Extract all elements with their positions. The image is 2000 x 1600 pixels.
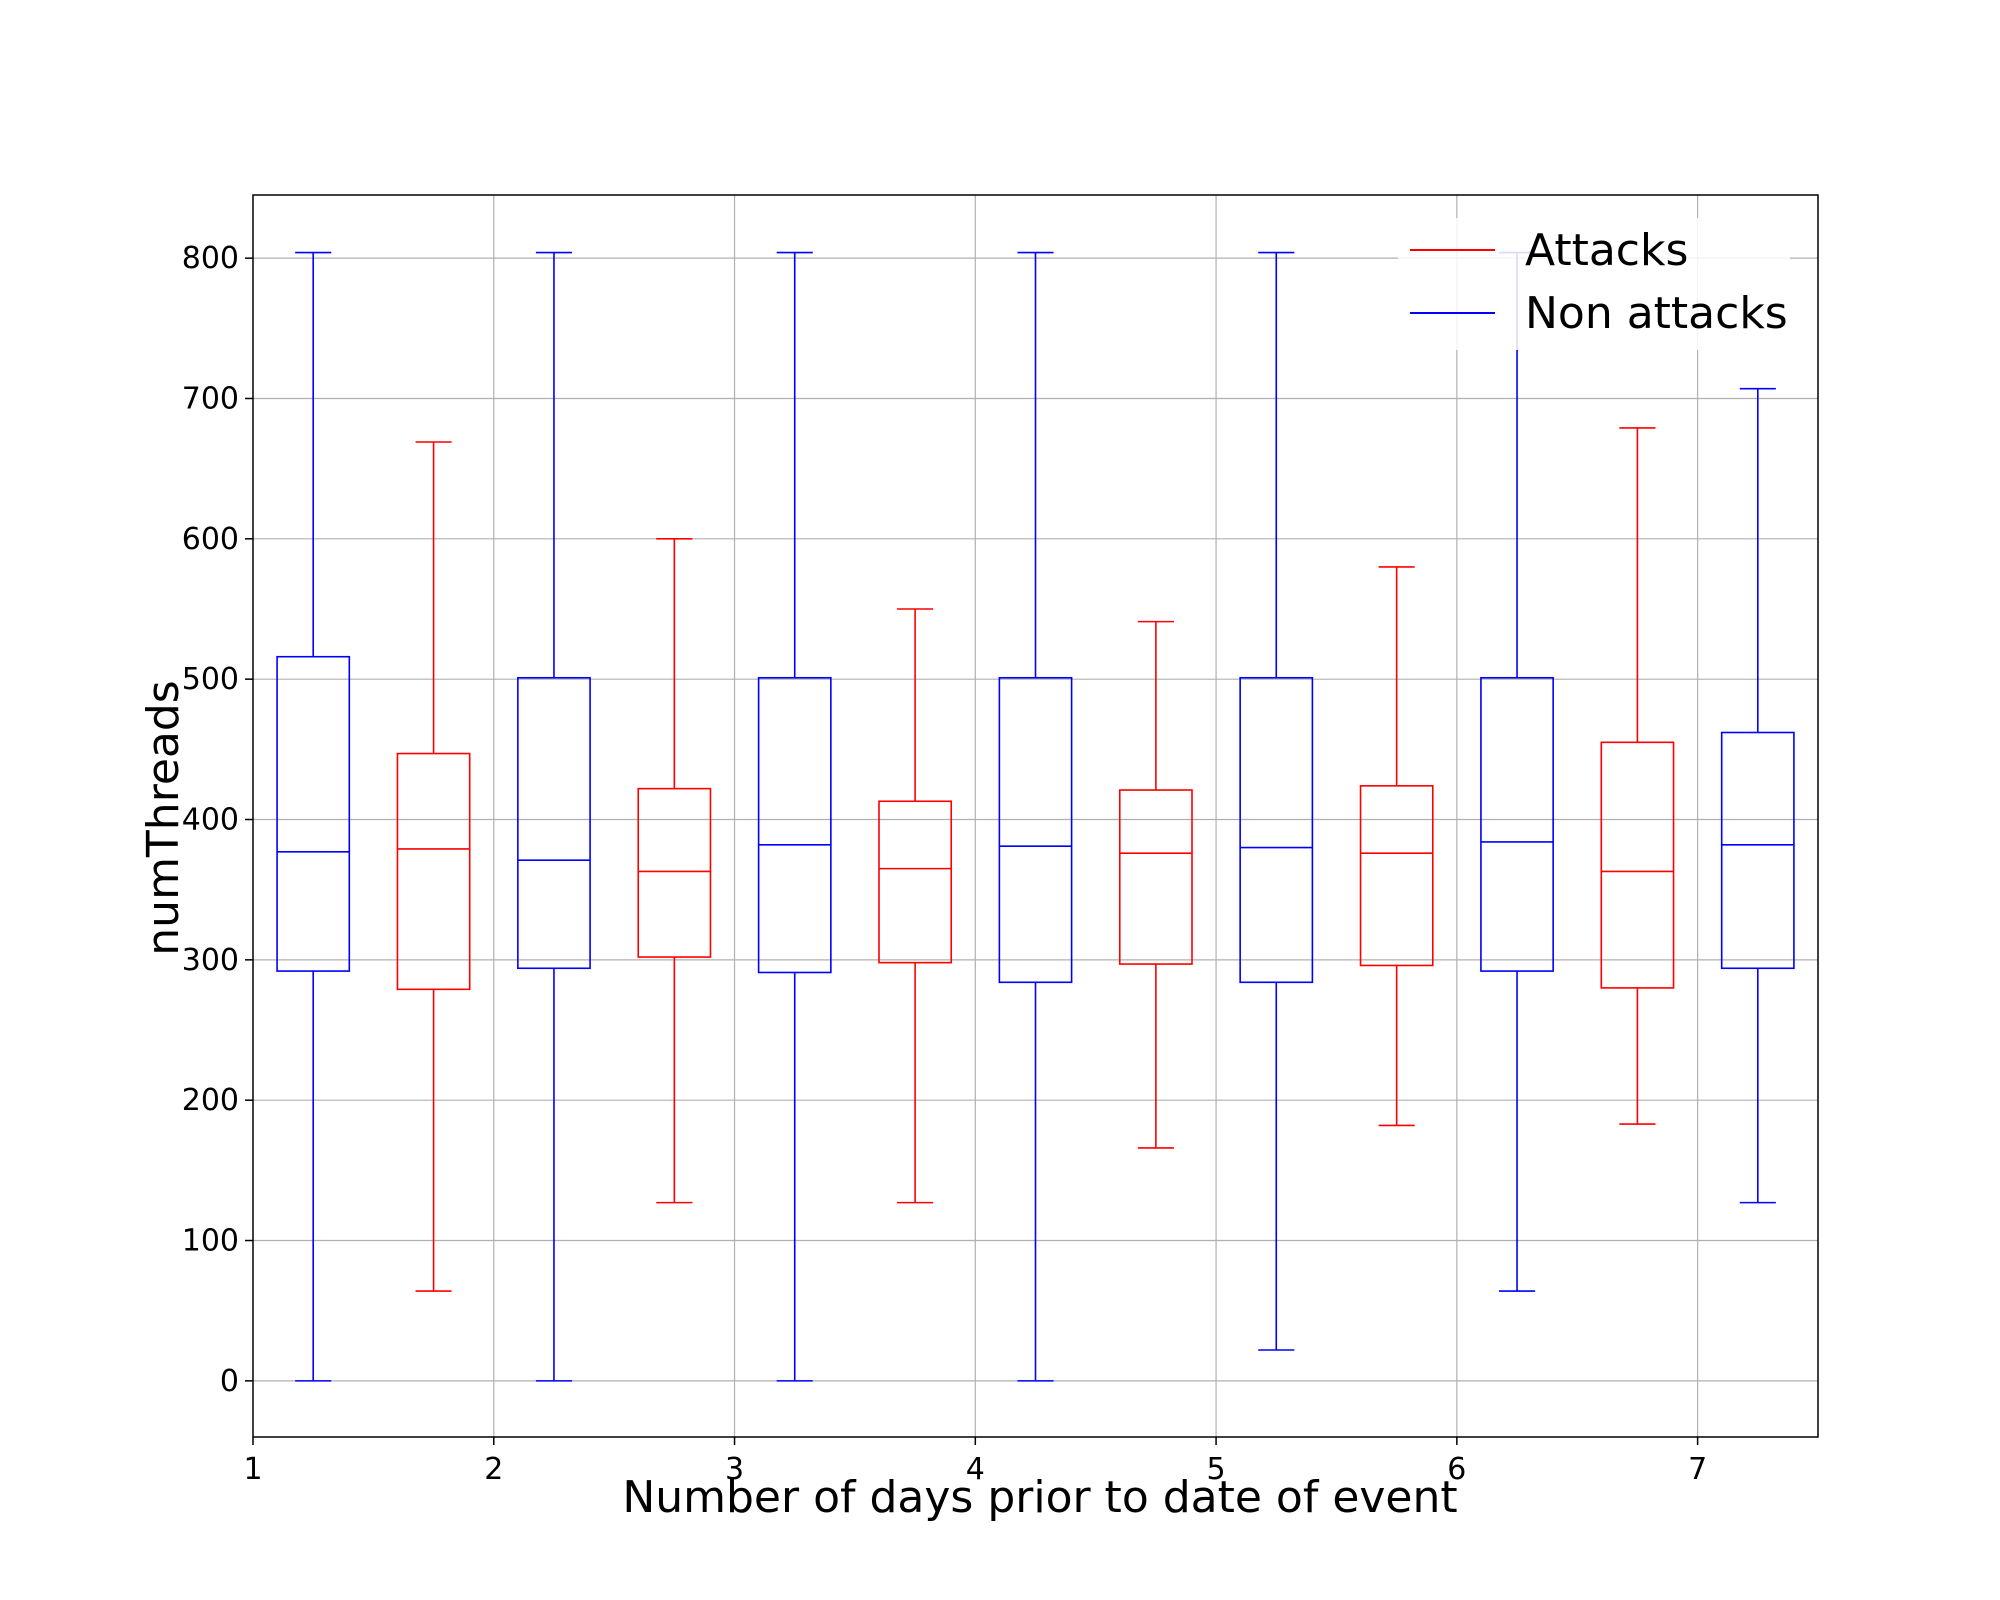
x-tick-label: 3 bbox=[725, 1452, 744, 1487]
box-iqr bbox=[1239, 676, 1314, 984]
box bbox=[998, 251, 1073, 1382]
box bbox=[1600, 427, 1675, 1125]
x-tick-label: 5 bbox=[1207, 1452, 1226, 1487]
box bbox=[276, 251, 351, 1382]
box-iqr bbox=[878, 800, 953, 964]
y-axis-title: numThreads bbox=[138, 680, 189, 955]
x-tick-label: 4 bbox=[966, 1452, 985, 1487]
x-tick-label: 1 bbox=[243, 1452, 262, 1487]
x-tick-label: 2 bbox=[484, 1452, 503, 1487]
series-attacks bbox=[396, 427, 1675, 1292]
x-tick-label: 6 bbox=[1447, 1452, 1466, 1487]
box-iqr bbox=[1720, 731, 1795, 970]
box-iqr bbox=[998, 676, 1073, 984]
y-tick-label: 500 bbox=[182, 662, 239, 697]
x-axis-title: Number of days prior to date of event bbox=[622, 1472, 1457, 1523]
box-iqr bbox=[637, 787, 712, 958]
box bbox=[1239, 251, 1314, 1351]
y-tick-label: 400 bbox=[182, 803, 239, 838]
legend-background bbox=[1398, 218, 1790, 350]
box bbox=[1720, 387, 1795, 1204]
box bbox=[517, 251, 591, 1382]
legend: Attacks Non attacks bbox=[1398, 218, 1790, 350]
box-iqr bbox=[757, 676, 832, 974]
box-iqr bbox=[1118, 789, 1193, 965]
x-tick-label: 7 bbox=[1688, 1452, 1707, 1487]
y-tick-label: 600 bbox=[182, 522, 239, 557]
y-tick-label: 200 bbox=[182, 1083, 239, 1118]
box-series bbox=[276, 251, 1795, 1382]
box bbox=[1118, 620, 1193, 1149]
box bbox=[878, 608, 953, 1204]
box bbox=[637, 538, 712, 1204]
box-iqr bbox=[517, 676, 591, 970]
box-iqr bbox=[1600, 741, 1675, 989]
y-tick-label: 0 bbox=[220, 1364, 239, 1399]
y-tick-label: 700 bbox=[182, 381, 239, 416]
box bbox=[757, 251, 832, 1382]
series-non-attacks bbox=[276, 251, 1795, 1382]
box bbox=[396, 441, 471, 1292]
axis-ticks: 0 100 200 300 400 500 600 700 800 1 2 3 4 5 6 7 bbox=[182, 241, 1707, 1487]
box-iqr bbox=[1359, 785, 1434, 967]
legend-label-attacks: Attacks bbox=[1525, 225, 1688, 276]
y-tick-label: 800 bbox=[182, 241, 239, 276]
legend-label-non-attacks: Non attacks bbox=[1525, 288, 1788, 339]
box-iqr bbox=[276, 655, 351, 972]
y-tick-label: 300 bbox=[182, 943, 239, 978]
box bbox=[1359, 566, 1434, 1127]
box-iqr bbox=[396, 752, 471, 991]
box-iqr bbox=[1480, 676, 1554, 972]
y-tick-label: 100 bbox=[182, 1224, 239, 1259]
plot-area-frame bbox=[252, 194, 1819, 1438]
